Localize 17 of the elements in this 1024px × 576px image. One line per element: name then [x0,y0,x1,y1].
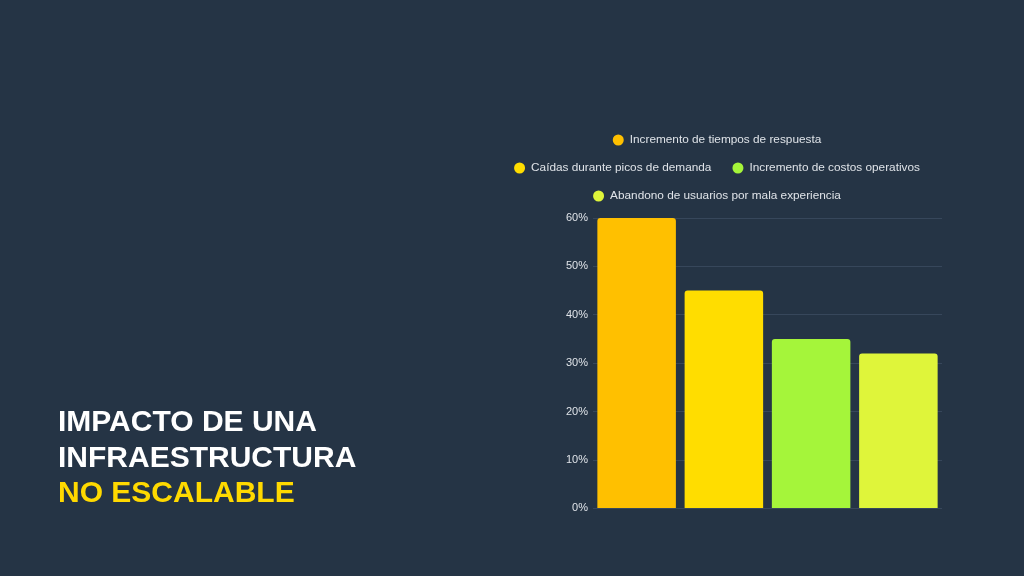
legend-label: Incremento de costos operativos [749,160,921,175]
y-tick-label: 0% [572,501,589,514]
y-tick-label: 30% [565,356,589,369]
bar [771,339,851,508]
y-tick-label: 60% [565,211,589,224]
y-tick-label: 20% [565,404,589,417]
legend-label: Abandono de usuarios por mala experiencia [610,188,842,203]
bar [684,290,764,508]
text: IMPACTO DE UNA INFRAESTRUCTURA [58,403,358,474]
bar [859,353,938,508]
y-tick-label: 40% [565,307,589,320]
legend-label: Caídas durante picos de demanda [531,160,712,175]
y-tick-label: 10% [565,453,589,466]
bar [597,218,676,508]
legend-label: Incremento de tiempos de respuesta [629,132,822,147]
y-tick-label: 50% [565,259,589,272]
text: NO ESCALABLE [58,474,296,510]
